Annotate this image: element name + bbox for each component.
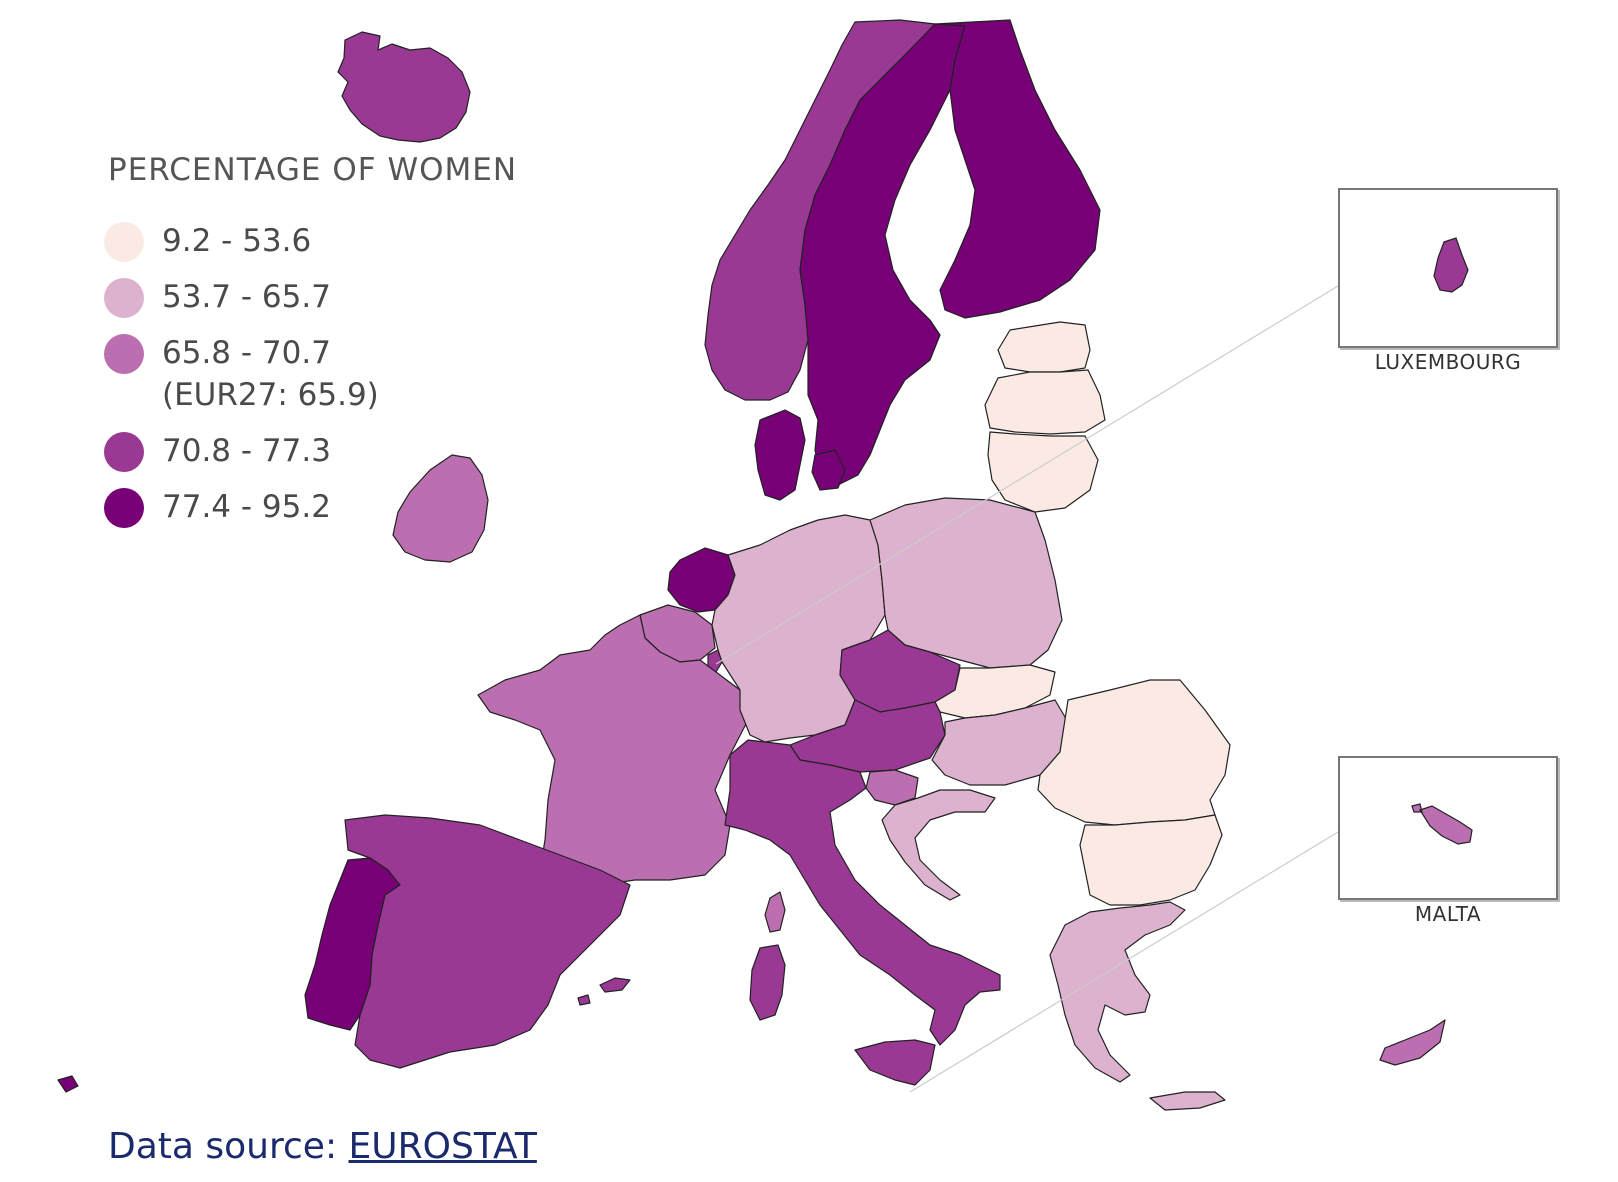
data-source: Data source: EUROSTAT <box>108 1126 537 1167</box>
legend-swatch <box>104 488 144 528</box>
region-sardinia[interactable] <box>749 944 786 1021</box>
region-denmark[interactable] <box>754 409 846 501</box>
region-estonia[interactable] <box>997 321 1091 373</box>
region-crete[interactable] <box>1149 1091 1226 1111</box>
legend-sublabel: (EUR27: 65.9) <box>162 377 379 413</box>
legend-item: 65.8 - 70.7 (EUR27: 65.9) <box>104 332 524 430</box>
legend-item: 53.7 - 65.7 <box>104 276 524 332</box>
legend-item: 70.8 - 77.3 <box>104 430 524 486</box>
inset-luxembourg-shape <box>1433 237 1469 293</box>
eurostat-link[interactable]: EUROSTAT <box>348 1126 537 1167</box>
inset-malta <box>1338 756 1558 900</box>
legend-item: 77.4 - 95.2 <box>104 486 524 542</box>
region-lithuania[interactable] <box>987 431 1099 513</box>
region-corsica[interactable] <box>764 891 786 933</box>
region-iceland[interactable] <box>337 31 471 143</box>
inset-luxembourg-label: LUXEMBOURG <box>1374 350 1522 374</box>
legend-swatch <box>104 432 144 472</box>
legend-label: 65.8 - 70.7 <box>162 335 331 371</box>
region-balearic[interactable] <box>577 977 631 1006</box>
region-sicily[interactable] <box>854 1039 936 1086</box>
region-italy[interactable] <box>724 739 1001 1046</box>
region-sweden[interactable] <box>799 23 966 486</box>
region-bulgaria[interactable] <box>1079 814 1223 906</box>
legend-swatch <box>104 334 144 374</box>
region-croatia[interactable] <box>881 789 996 901</box>
legend-label: 70.8 - 77.3 <box>162 433 331 469</box>
region-ireland[interactable] <box>392 454 489 563</box>
legend-label: 77.4 - 95.2 <box>162 489 331 525</box>
legend-item: 9.2 - 53.6 <box>104 220 524 276</box>
region-cyprus[interactable] <box>1379 1019 1446 1066</box>
region-latvia[interactable] <box>984 369 1106 435</box>
legend-label: 53.7 - 65.7 <box>162 279 331 315</box>
inset-malta-shape <box>1411 803 1473 845</box>
inset-luxembourg <box>1338 188 1558 348</box>
region-azores[interactable] <box>57 1075 79 1093</box>
region-finland[interactable] <box>934 19 1101 319</box>
region-romania[interactable] <box>1037 679 1231 826</box>
legend: 9.2 - 53.6 53.7 - 65.7 65.8 - 70.7 (EUR2… <box>104 220 524 542</box>
leader-line-luxembourg <box>715 285 1339 665</box>
legend-swatch <box>104 278 144 318</box>
legend-label: 9.2 - 53.6 <box>162 223 312 259</box>
inset-malta-label: MALTA <box>1414 902 1482 926</box>
data-source-prefix: Data source: <box>108 1126 349 1167</box>
legend-title: PERCENTAGE OF WOMEN <box>108 152 518 188</box>
region-greece[interactable] <box>1049 901 1186 1083</box>
legend-swatch <box>104 222 144 262</box>
region-portugal[interactable] <box>304 857 401 1031</box>
leader-line-malta <box>909 831 1339 1093</box>
